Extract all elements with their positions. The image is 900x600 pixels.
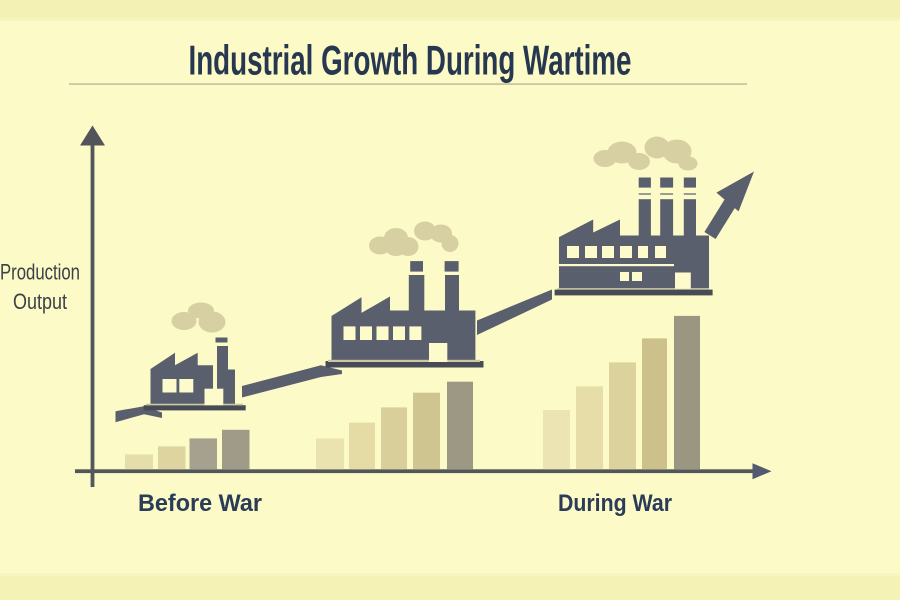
svg-text:Industrial Growth During Warti: Industrial Growth During Wartime — [189, 37, 632, 84]
svg-text:During War: During War — [558, 490, 672, 517]
svg-text:Output: Output — [13, 289, 67, 314]
svg-text:Before War: Before War — [138, 490, 262, 517]
svg-text:Production: Production — [0, 260, 80, 285]
